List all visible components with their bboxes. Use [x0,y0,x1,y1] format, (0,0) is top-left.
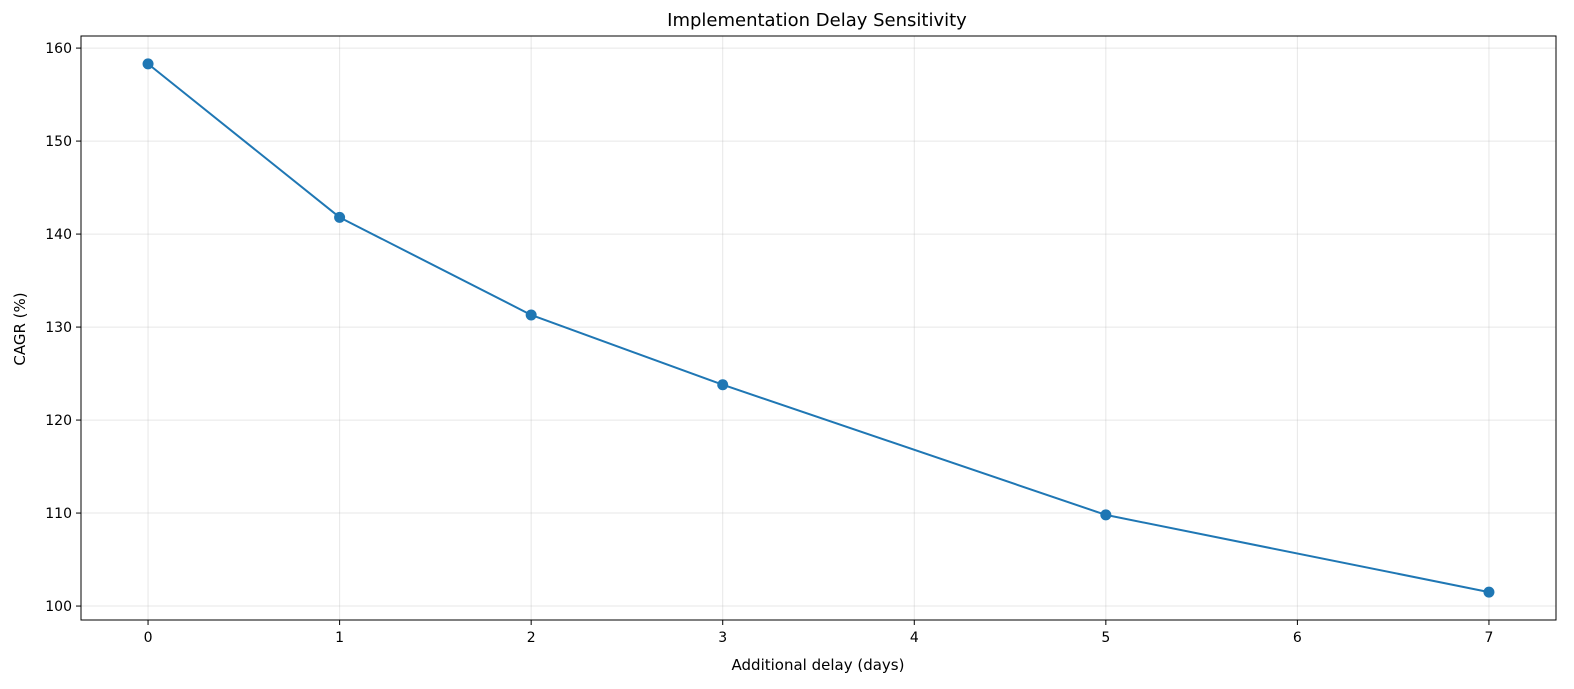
data-point [142,58,154,70]
x-axis-label: Additional delay (days) [732,656,905,674]
y-axis-label: CAGR (%) [11,292,29,365]
series-layer [142,58,1495,598]
data-point [1100,509,1112,521]
y-tick-label: 120 [45,413,72,429]
x-tick-label: 4 [910,630,919,646]
x-tick-label: 5 [1101,630,1110,646]
data-point [1483,586,1495,598]
plot-area-frame [80,35,1557,621]
y-tick-label: 100 [45,599,72,615]
series-line [147,63,1490,594]
y-tick-label: 140 [45,227,72,243]
y-tick-label: 160 [45,41,72,57]
y-tick-label: 110 [45,506,72,522]
x-tick-label: 2 [527,630,536,646]
x-gridlines [147,36,1490,620]
y-gridlines [81,47,1556,607]
chart-title: Implementation Delay Sensitivity [667,10,967,31]
x-tick-label: 7 [1484,630,1493,646]
data-point [717,379,729,391]
data-point [334,211,346,223]
y-tick-label: 130 [45,320,72,336]
x-tick-label: 1 [335,630,344,646]
x-axis-ticks: 0 1 2 3 4 5 6 7 [144,620,1493,646]
data-point [525,309,537,321]
y-tick-label: 150 [45,134,72,150]
y-axis-ticks: 100 110 120 130 140 150 160 [45,41,81,615]
x-tick-label: 3 [718,630,727,646]
x-tick-label: 0 [144,630,153,646]
x-tick-label: 6 [1293,630,1302,646]
